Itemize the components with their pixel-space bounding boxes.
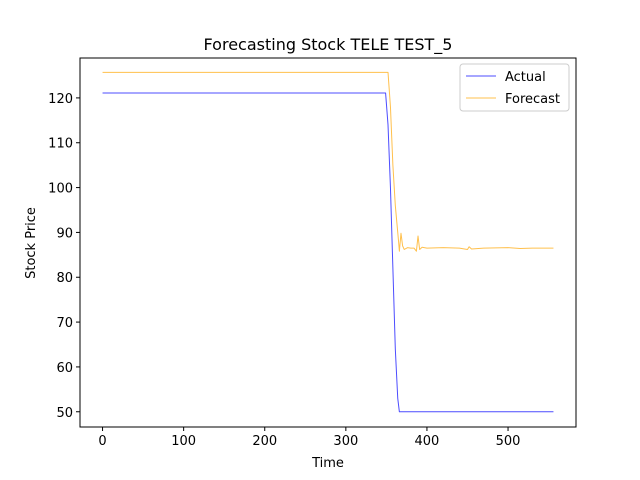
x-tick-label: 200	[252, 434, 277, 449]
legend-label-actual: Actual	[505, 70, 546, 85]
y-tick-label: 70	[56, 316, 73, 331]
y-tick-label: 90	[56, 226, 73, 241]
y-axis-title: Stock Price	[24, 207, 39, 279]
series-line-actual	[102, 92, 554, 413]
y-tick-label: 120	[48, 92, 73, 107]
x-tick-label: 300	[333, 434, 358, 449]
legend: Actual Forecast	[459, 63, 570, 112]
y-tick-label: 80	[56, 271, 73, 286]
series-line-forecast	[102, 71, 554, 252]
y-tick-label: 60	[56, 361, 73, 376]
plot-area: 0 100 200 300 400 500 50 60 70 80 90 100 110 120	[48, 57, 577, 449]
x-tick-label: 0	[98, 434, 106, 449]
x-tick-label: 100	[171, 434, 196, 449]
y-tick-label: 110	[48, 137, 73, 152]
x-tick-label: 500	[496, 434, 521, 449]
y-tick-label: 100	[48, 182, 73, 197]
y-tick-label: 50	[56, 406, 73, 421]
chart-title: Forecasting Stock TELE TEST_5	[204, 35, 453, 55]
legend-label-forecast: Forecast	[505, 92, 560, 107]
x-axis-title: Time	[311, 456, 344, 471]
x-tick-label: 400	[415, 434, 440, 449]
plot-frame	[79, 57, 577, 428]
